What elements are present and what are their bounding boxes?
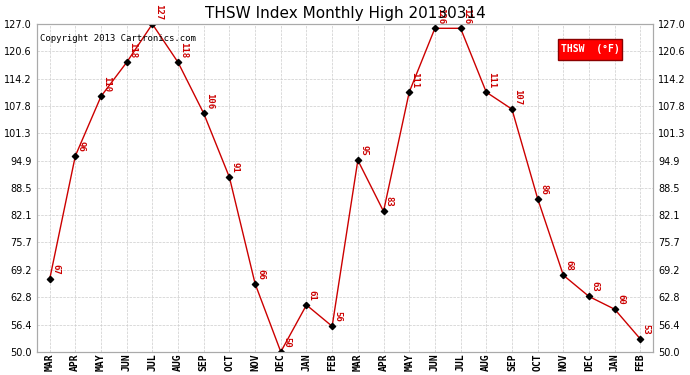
FancyBboxPatch shape (558, 39, 622, 60)
Text: 83: 83 (385, 196, 394, 207)
Point (44, 276, 55, 282)
Point (172, 59, 184, 65)
Point (326, 323, 337, 329)
Point (198, 110, 209, 116)
Point (404, 89, 415, 95)
Text: 106: 106 (205, 93, 214, 109)
Text: 68: 68 (564, 260, 573, 271)
Text: 91: 91 (230, 162, 239, 173)
Point (481, 89, 492, 95)
Text: 86: 86 (539, 184, 548, 194)
Point (301, 302, 312, 308)
Text: 95: 95 (359, 145, 368, 156)
Point (121, 59, 132, 65)
Point (455, 25, 466, 31)
Text: 126: 126 (462, 8, 471, 24)
Text: 111: 111 (488, 72, 497, 88)
Text: 118: 118 (128, 42, 137, 58)
Point (353, 157, 364, 163)
Text: THSW  (°F): THSW (°F) (561, 45, 620, 54)
Point (584, 294, 595, 300)
Text: 127: 127 (154, 4, 163, 20)
Point (506, 106, 518, 112)
Point (224, 174, 235, 180)
Text: 96: 96 (77, 141, 86, 152)
Point (609, 306, 620, 312)
Point (378, 209, 389, 214)
Text: 118: 118 (179, 42, 188, 58)
Text: 56: 56 (333, 311, 342, 322)
Point (95, 93, 106, 99)
Text: 50: 50 (282, 337, 291, 348)
Point (429, 25, 440, 31)
Text: 60: 60 (616, 294, 625, 305)
Text: 63: 63 (590, 282, 600, 292)
Point (250, 281, 261, 287)
Text: 126: 126 (436, 8, 445, 24)
Text: 67: 67 (51, 264, 60, 275)
Text: Copyright 2013 Cartronics.com: Copyright 2013 Cartronics.com (40, 34, 196, 43)
Text: 66: 66 (257, 269, 266, 279)
Point (635, 336, 646, 342)
Point (532, 196, 543, 202)
Point (275, 349, 286, 355)
Point (558, 272, 569, 278)
Text: 111: 111 (411, 72, 420, 88)
Text: 61: 61 (308, 290, 317, 301)
Text: 107: 107 (513, 89, 522, 105)
Text: 110: 110 (102, 76, 111, 92)
Title: THSW Index Monthly High 20130314: THSW Index Monthly High 20130314 (205, 6, 485, 21)
Point (70, 153, 81, 159)
Text: 53: 53 (642, 324, 651, 335)
Point (147, 21, 158, 27)
